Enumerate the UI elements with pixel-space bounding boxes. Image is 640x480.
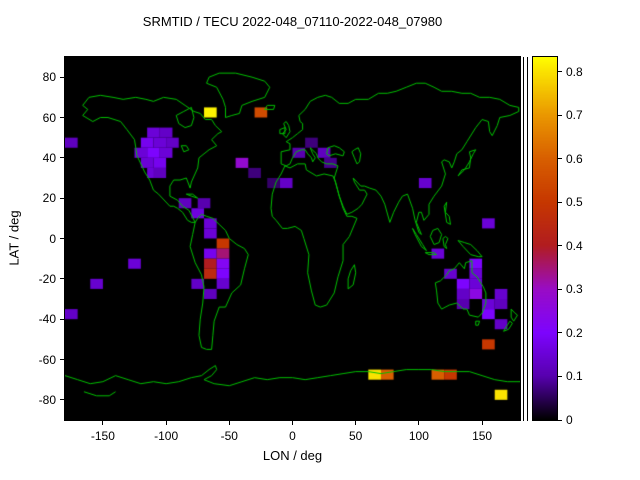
colorbar-tick-label: 0.7 [566, 108, 583, 123]
y-tick-mark [60, 117, 64, 118]
colorbar-tick-mark [558, 419, 562, 421]
world-map-heatmap-canvas [64, 56, 521, 421]
colorbar-tick-mark [558, 375, 562, 377]
colorbar-tick-mark [558, 158, 562, 160]
x-tick-mark [292, 421, 293, 425]
colorbar-tick-label: 0.4 [566, 238, 583, 253]
y-tick-mark [60, 157, 64, 159]
y-tick-label: 20 [42, 191, 56, 206]
y-tick-label: 40 [42, 150, 56, 165]
x-tick-mark [355, 421, 357, 425]
y-tick-label: -40 [38, 312, 56, 327]
colorbar-tick-mark [558, 245, 562, 247]
y-tick-label: -80 [38, 392, 56, 407]
colorbar-gradient [532, 56, 558, 421]
x-tick-label: -150 [90, 429, 115, 443]
y-tick-mark [60, 238, 64, 239]
x-tick-mark [228, 421, 230, 425]
x-tick-mark [165, 421, 167, 425]
x-tick-label: 100 [408, 429, 429, 443]
y-tick-mark [60, 197, 64, 199]
colorbar-tick-label: 0.8 [566, 64, 583, 79]
plot-right-border-line [523, 57, 524, 421]
colorbar-tick-mark [558, 201, 562, 203]
colorbar-left-separator-line [527, 57, 528, 421]
colorbar-tick-label: 0.2 [566, 325, 583, 340]
colorbar-tick-label: 0.1 [566, 369, 583, 384]
x-tick-label: 50 [349, 429, 363, 443]
y-tick-mark [60, 278, 64, 280]
y-tick-label: -60 [38, 352, 56, 367]
colorbar-tick-mark [558, 114, 562, 116]
x-tick-label: -50 [220, 429, 238, 443]
y-tick-label: 80 [42, 70, 56, 85]
y-tick-label: -20 [38, 271, 56, 286]
chart-title: SRMTID / TECU 2022-048_07110-2022-048_07… [142, 14, 443, 29]
colorbar-tick-mark [558, 71, 562, 72]
x-tick-mark [418, 421, 420, 425]
x-axis-label: LON / deg [262, 448, 323, 463]
x-tick-label: -100 [154, 429, 179, 443]
x-tick-mark [102, 421, 104, 425]
y-tick-mark [60, 359, 64, 360]
colorbar-tick-label: 0.3 [566, 282, 583, 297]
x-tick-label: 0 [289, 429, 296, 443]
colorbar-tick-label: 0 [566, 413, 573, 427]
colorbar-tick-mark [558, 332, 562, 334]
y-tick-label: 60 [42, 110, 56, 125]
y-tick-mark [60, 399, 64, 401]
y-tick-label: 0 [49, 231, 56, 246]
x-tick-mark [481, 421, 483, 425]
x-tick-label: 150 [472, 429, 493, 443]
colorbar-tick-label: 0.6 [566, 151, 583, 166]
y-tick-mark [60, 318, 64, 320]
colorbar-tick-mark [558, 288, 562, 290]
colorbar-tick-label: 0.5 [566, 195, 583, 210]
y-tick-mark [60, 76, 64, 78]
